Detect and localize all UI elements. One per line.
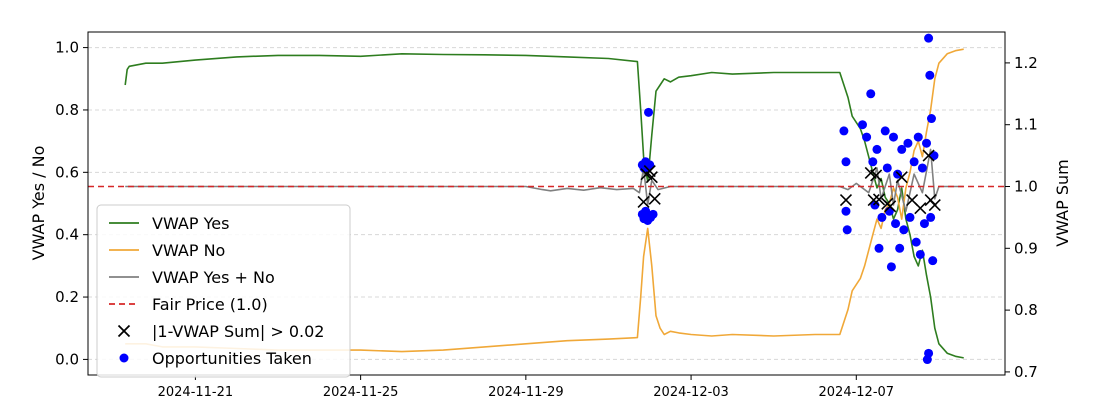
- opportunity-dot: [891, 219, 901, 229]
- threshold-x-marker: [648, 192, 661, 205]
- y-right-tick-label: 1.2: [1014, 54, 1038, 72]
- opportunity-dot: [909, 157, 919, 167]
- opportunity-dot: [899, 225, 909, 235]
- y-left-tick-label: 1.0: [55, 39, 79, 57]
- opportunity-dot: [919, 219, 929, 229]
- y-right-tick-label: 0.8: [1014, 301, 1038, 319]
- opportunity-dot: [905, 212, 915, 222]
- opportunity-dot: [915, 249, 925, 259]
- threshold-x-marker: [645, 171, 658, 184]
- opportunity-dot: [868, 157, 878, 167]
- plot-area-frame: [87, 31, 1006, 376]
- opportunity-dot: [926, 212, 936, 222]
- grid-layer: [88, 47, 1005, 360]
- legend-label: |1-VWAP Sum| > 0.02: [152, 322, 324, 341]
- series-line-yes: [124, 53, 964, 359]
- threshold-x-marker: [884, 200, 897, 213]
- opportunity-dot: [895, 243, 905, 253]
- opportunity-dot: [857, 120, 867, 130]
- y-left-tick-label: 0.6: [55, 163, 79, 181]
- legend-entry-fair: Fair Price (1.0): [109, 295, 268, 314]
- y-axis-left-title: VWAP Yes / No: [29, 146, 48, 261]
- threshold-x-marker: [895, 171, 908, 184]
- threshold-x-marker: [870, 169, 883, 182]
- y-left-tick-label: 0.2: [55, 288, 79, 306]
- opportunity-dot: [645, 160, 655, 170]
- x-tick-label: 2024-11-25: [323, 385, 399, 400]
- y-right-tick-label: 0.7: [1014, 363, 1038, 381]
- opportunity-dot: [874, 243, 884, 253]
- legend: VWAP Yes VWAP No VWAP Yes + No Fair Price (…: [96, 204, 351, 378]
- opportunity-dot: [880, 126, 890, 136]
- y-left-tick-label: 0.4: [55, 226, 79, 244]
- x-tick-label: 2024-11-29: [488, 385, 564, 400]
- opportunity-dot: [648, 209, 658, 219]
- legend-label: Fair Price (1.0): [152, 295, 268, 314]
- legend-label: Opportunities Taken: [152, 349, 312, 368]
- y-axis-right-title: VWAP Sum: [1053, 159, 1072, 246]
- opportunity-dot: [928, 256, 938, 266]
- opportunity-dot: [924, 348, 934, 358]
- opportunity-dot: [841, 206, 851, 216]
- opportunity-dot: [644, 107, 654, 117]
- x-tick-label: 2024-11-21: [158, 385, 234, 400]
- opportunity-dot: [842, 225, 852, 235]
- y-right-tick-label: 0.9: [1014, 239, 1038, 257]
- opportunity-dot: [841, 157, 851, 167]
- threshold-x-marker: [914, 202, 927, 215]
- legend-entry-markers_x: |1-VWAP Sum| > 0.02: [117, 322, 324, 341]
- legend-entry-yes: VWAP Yes: [109, 214, 229, 233]
- opportunity-dot: [926, 114, 936, 124]
- opportunity-dot: [913, 132, 923, 142]
- threshold-x-marker: [637, 195, 650, 209]
- opportunity-dot: [872, 144, 882, 154]
- legend-label: VWAP Yes: [152, 214, 229, 233]
- legend-entry-markers_dot: Opportunities Taken: [119, 349, 312, 368]
- opportunity-dot: [911, 237, 921, 247]
- series-line-sum: [125, 148, 964, 212]
- threshold-x-marker: [928, 198, 941, 212]
- opportunity-dot: [862, 132, 872, 142]
- threshold-x-marker: [867, 194, 880, 207]
- threshold-x-marker: [872, 193, 886, 206]
- x-tick-label: 2024-12-07: [819, 385, 895, 400]
- marker-layer: [637, 33, 941, 365]
- opportunity-dot: [888, 132, 898, 142]
- opportunity-dot: [877, 212, 887, 222]
- legend-label: VWAP No: [152, 241, 225, 260]
- threshold-x-marker: [839, 194, 853, 207]
- opportunity-dot: [917, 163, 927, 173]
- legend-label: VWAP Yes + No: [152, 268, 275, 287]
- opportunity-dot: [882, 163, 892, 173]
- legend-entry-sum: VWAP Yes + No: [109, 268, 275, 287]
- threshold-x-marker: [922, 149, 935, 162]
- opportunity-dot: [886, 262, 896, 272]
- opportunity-dot: [925, 70, 935, 80]
- opportunity-dot: [641, 206, 651, 216]
- opportunity-dot: [922, 138, 932, 148]
- legend-entry-no: VWAP No: [109, 241, 225, 260]
- x-tick-label: 2024-12-03: [653, 385, 729, 400]
- opportunity-dot: [866, 89, 876, 99]
- y-left-tick-label: 0.0: [55, 350, 79, 368]
- axis-layer: 0.0 0.2 0.4 0.6 0.8 1.0 0.7 0.8 0.9 1.0 1.1 1.2 2024…: [55, 39, 1038, 400]
- opportunity-dot: [924, 33, 934, 43]
- opportunity-dot: [897, 144, 907, 154]
- legend-box: [96, 204, 351, 378]
- y-left-tick-label: 0.8: [55, 101, 79, 119]
- opportunity-dot: [839, 126, 849, 136]
- opportunity-dot: [903, 138, 913, 148]
- y-right-tick-label: 1.0: [1014, 178, 1038, 196]
- y-right-tick-label: 1.1: [1014, 116, 1038, 134]
